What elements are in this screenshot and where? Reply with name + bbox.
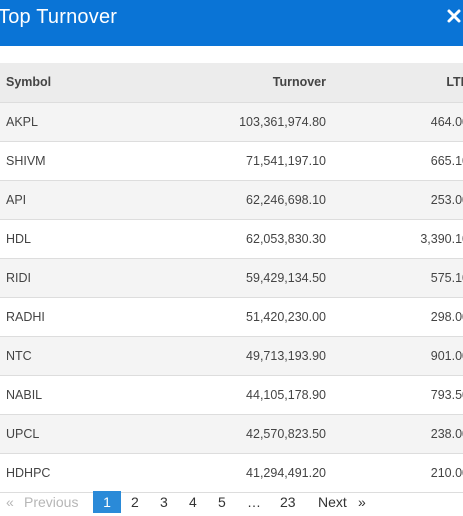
cell-symbol: HDHPC: [6, 465, 51, 480]
column-header-symbol[interactable]: Symbol: [0, 63, 126, 103]
pagination-page-5[interactable]: 5: [218, 494, 226, 510]
pagination-page-4[interactable]: 4: [189, 494, 197, 510]
cell-symbol: NABIL: [6, 387, 43, 402]
cell-symbol: NTC: [6, 348, 32, 363]
cell-turnover: 51,420,230.00: [246, 309, 326, 324]
modal-header: Top Turnover: [0, 0, 463, 46]
cell-turnover: 103,361,974.80: [239, 114, 326, 129]
table-row[interactable]: AKPL 103,361,974.80 464.00: [0, 102, 463, 141]
table-row[interactable]: SHIVM 71,541,197.10 665.10: [0, 141, 463, 180]
cell-turnover: 62,053,830.30: [246, 231, 326, 246]
cell-turnover: 42,570,823.50: [246, 426, 326, 441]
cell-ltp: 793.50: [430, 387, 463, 402]
cell-turnover: 41,294,491.20: [246, 465, 326, 480]
cell-ltp: 253.00: [430, 192, 463, 207]
pagination-ellipsis: …: [247, 494, 261, 510]
cell-ltp: 3,390.10: [420, 231, 463, 246]
cell-symbol: HDL: [6, 231, 32, 246]
cell-ltp: 901.00: [430, 348, 463, 363]
cell-turnover: 59,429,134.50: [246, 270, 326, 285]
close-icon-glyph: [447, 9, 461, 23]
cell-turnover: 62,246,698.10: [246, 192, 326, 207]
table-row[interactable]: API 62,246,698.10 253.00: [0, 180, 463, 219]
cell-turnover: 49,713,193.90: [246, 348, 326, 363]
cell-symbol: RADHI: [6, 309, 45, 324]
table-row[interactable]: RIDI 59,429,134.50 575.10: [0, 258, 463, 297]
table-row[interactable]: RADHI 51,420,230.00 298.00: [0, 297, 463, 336]
table-row[interactable]: HDL 62,053,830.30 3,390.10: [0, 219, 463, 258]
cell-ltp: 298.00: [430, 309, 463, 324]
table-row[interactable]: UPCL 42,570,823.50 238.00: [0, 414, 463, 453]
pagination-page-2[interactable]: 2: [131, 494, 139, 510]
table-header-row: Symbol Turnover LTP: [0, 63, 463, 103]
cell-ltp: 665.10: [430, 153, 463, 168]
close-icon[interactable]: [446, 8, 462, 24]
pagination-last-glyph[interactable]: »: [358, 494, 366, 510]
column-header-ltp[interactable]: LTP: [326, 63, 463, 103]
pagination-page-3[interactable]: 3: [160, 494, 168, 510]
table-row[interactable]: NABIL 44,105,178.90 793.50: [0, 375, 463, 414]
pagination-page-1[interactable]: 1: [93, 491, 121, 513]
cell-turnover: 71,541,197.10: [246, 153, 326, 168]
pagination-first-glyph: «: [6, 494, 14, 510]
table-row[interactable]: NTC 49,713,193.90 901.00: [0, 336, 463, 375]
cell-turnover: 44,105,178.90: [246, 387, 326, 402]
turnover-table: Symbol Turnover LTP AKPL 103,361,974.80 …: [0, 63, 463, 493]
cell-symbol: RIDI: [6, 270, 31, 285]
turnover-table-container: Symbol Turnover LTP AKPL 103,361,974.80 …: [0, 63, 463, 493]
table-row[interactable]: HDHPC 41,294,491.20 210.00: [0, 453, 463, 492]
modal-title: Top Turnover: [0, 6, 118, 28]
cell-ltp: 575.10: [430, 270, 463, 285]
cell-symbol: AKPL: [6, 114, 38, 129]
cell-ltp: 238.00: [430, 426, 463, 441]
cell-ltp: 464.00: [430, 114, 463, 129]
cell-symbol: UPCL: [6, 426, 40, 441]
column-header-turnover[interactable]: Turnover: [126, 63, 326, 103]
pagination-next[interactable]: Next: [318, 494, 347, 510]
cell-ltp: 210.00: [430, 465, 463, 480]
cell-symbol: API: [6, 192, 27, 207]
pagination-previous: Previous: [24, 494, 79, 510]
pagination-page-last[interactable]: 23: [280, 494, 296, 510]
cell-symbol: SHIVM: [6, 153, 46, 168]
pagination: « Previous 1 2 3 4 5 … 23 Next »: [0, 491, 463, 513]
